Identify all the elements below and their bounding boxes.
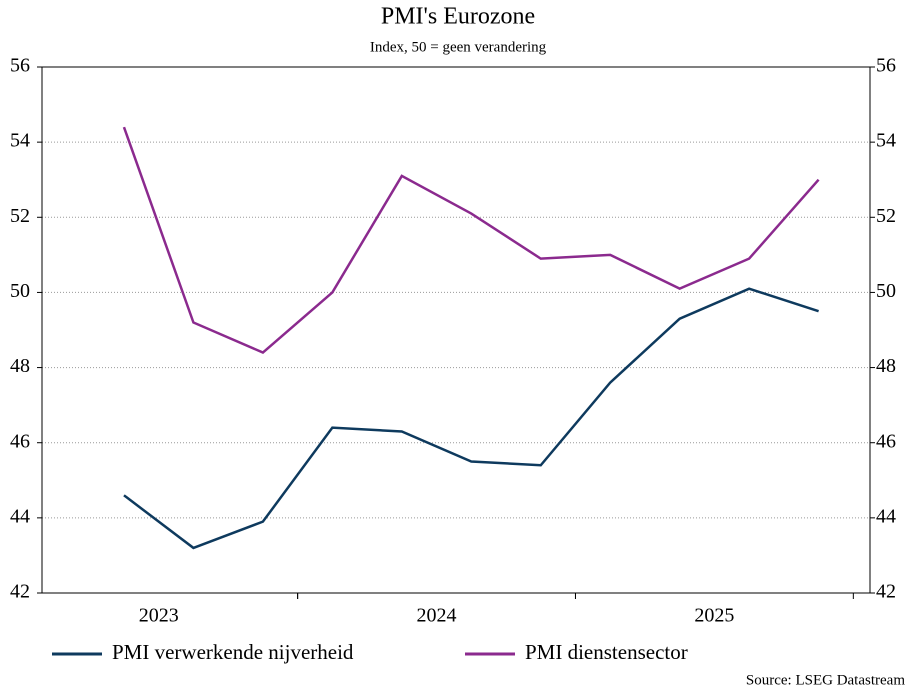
y-tick-label: 48 — [10, 355, 30, 377]
legend-label: PMI dienstensector — [525, 640, 688, 664]
y-tick-label: 42 — [10, 581, 30, 603]
y2-tick-label: 42 — [876, 581, 896, 603]
y2-tick-label: 46 — [876, 430, 896, 452]
y2-tick-label: 48 — [876, 355, 896, 377]
y2-tick-label: 50 — [876, 280, 896, 302]
series-line — [122, 126, 820, 355]
chart-title: PMI's Eurozone — [381, 4, 535, 30]
y2-tick-label: 56 — [876, 55, 896, 77]
x-tick-label: 2023 — [139, 605, 179, 627]
y-tick-label: 56 — [10, 55, 30, 77]
y-tick-label: 46 — [10, 430, 30, 452]
y2-tick-label: 54 — [876, 130, 896, 152]
y-tick-label: 44 — [10, 505, 30, 527]
series-line — [123, 287, 819, 550]
x-tick-label: 2025 — [694, 605, 734, 627]
chart-subtitle: Index, 50 = geen verandering — [370, 39, 547, 55]
plot-frame — [41, 66, 871, 594]
y-tick-label: 54 — [10, 130, 30, 152]
source: Source: LSEG Datastream — [746, 672, 905, 688]
legend-label: PMI verwerkende nijverheid — [112, 640, 354, 664]
x-tick-label: 2024 — [417, 605, 457, 627]
y-tick-label: 52 — [10, 205, 30, 227]
y-tick-label: 50 — [10, 280, 30, 302]
y2-tick-label: 44 — [876, 505, 896, 527]
y2-tick-label: 52 — [876, 205, 896, 227]
